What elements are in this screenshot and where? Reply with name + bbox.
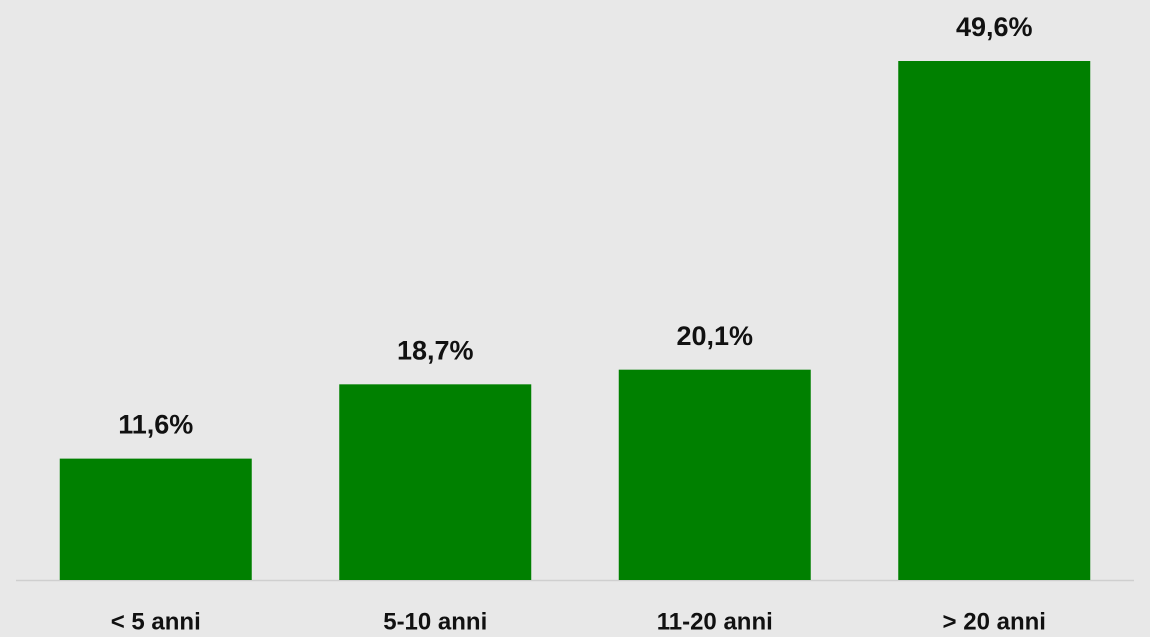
- x-tick-label: 11-20 anni: [657, 608, 773, 635]
- value-label: 11,6%: [118, 410, 193, 440]
- x-tick-label: < 5 anni: [111, 608, 201, 635]
- value-label: 49,6%: [956, 12, 1033, 42]
- bar: [898, 61, 1091, 580]
- x-tick-label: 5-10 anni: [383, 608, 487, 635]
- bar: [618, 369, 811, 580]
- bar: [59, 458, 252, 580]
- bar: [339, 384, 532, 580]
- x-tick-label: > 20 anni: [943, 608, 1046, 635]
- value-label: 18,7%: [397, 335, 474, 365]
- value-label: 20,1%: [676, 321, 753, 351]
